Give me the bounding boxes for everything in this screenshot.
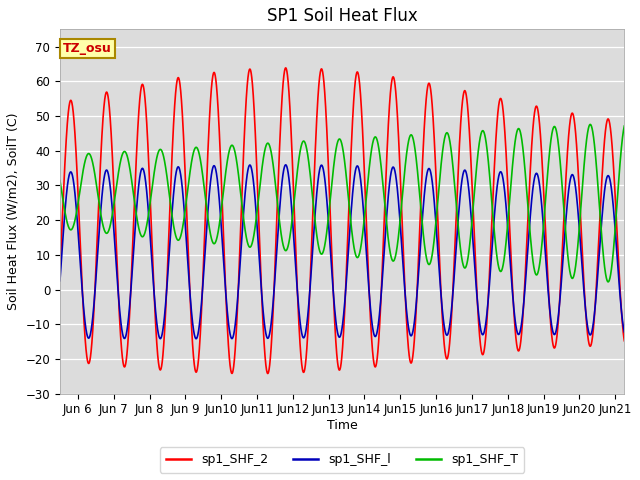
Title: SP1 Soil Heat Flux: SP1 Soil Heat Flux xyxy=(267,7,417,25)
sp1_SHF_T xyxy=(622,120,630,125)
sp1_SHF_2 xyxy=(479,352,486,358)
Line: sp1_SHF_T: sp1_SHF_T xyxy=(60,122,626,282)
sp1_SHF_T xyxy=(56,178,64,183)
Line: sp1_SHF_l: sp1_SHF_l xyxy=(60,165,626,339)
sp1_SHF_2 xyxy=(522,265,529,271)
sp1_SHF_T xyxy=(159,151,166,156)
sp1_SHF_T xyxy=(604,279,612,285)
sp1_SHF_l xyxy=(479,332,486,337)
Text: TZ_osu: TZ_osu xyxy=(63,42,111,55)
sp1_SHF_l xyxy=(622,333,630,338)
sp1_SHF_T xyxy=(522,171,529,177)
sp1_SHF_T xyxy=(479,128,486,134)
sp1_SHF_l xyxy=(282,162,289,168)
sp1_SHF_2 xyxy=(159,354,166,360)
Line: sp1_SHF_2: sp1_SHF_2 xyxy=(60,68,626,373)
sp1_SHF_l xyxy=(192,336,200,342)
Y-axis label: Soil Heat Flux (W/m2), SoilT (C): Soil Heat Flux (W/m2), SoilT (C) xyxy=(7,113,20,310)
sp1_SHF_l xyxy=(273,254,280,260)
sp1_SHF_2 xyxy=(396,159,403,165)
sp1_SHF_T xyxy=(273,189,280,195)
sp1_SHF_l xyxy=(424,166,432,172)
sp1_SHF_2 xyxy=(622,343,630,348)
Legend: sp1_SHF_2, sp1_SHF_l, sp1_SHF_T: sp1_SHF_2, sp1_SHF_l, sp1_SHF_T xyxy=(160,447,524,473)
sp1_SHF_2 xyxy=(264,371,271,376)
sp1_SHF_l xyxy=(522,277,529,283)
sp1_SHF_l xyxy=(396,214,403,219)
sp1_SHF_2 xyxy=(273,228,280,233)
sp1_SHF_2 xyxy=(282,65,289,71)
X-axis label: Time: Time xyxy=(327,419,358,432)
sp1_SHF_2 xyxy=(56,269,64,275)
sp1_SHF_T xyxy=(396,224,403,230)
sp1_SHF_l xyxy=(56,278,64,284)
sp1_SHF_l xyxy=(159,328,166,334)
sp1_SHF_T xyxy=(424,261,432,266)
sp1_SHF_2 xyxy=(424,81,432,87)
